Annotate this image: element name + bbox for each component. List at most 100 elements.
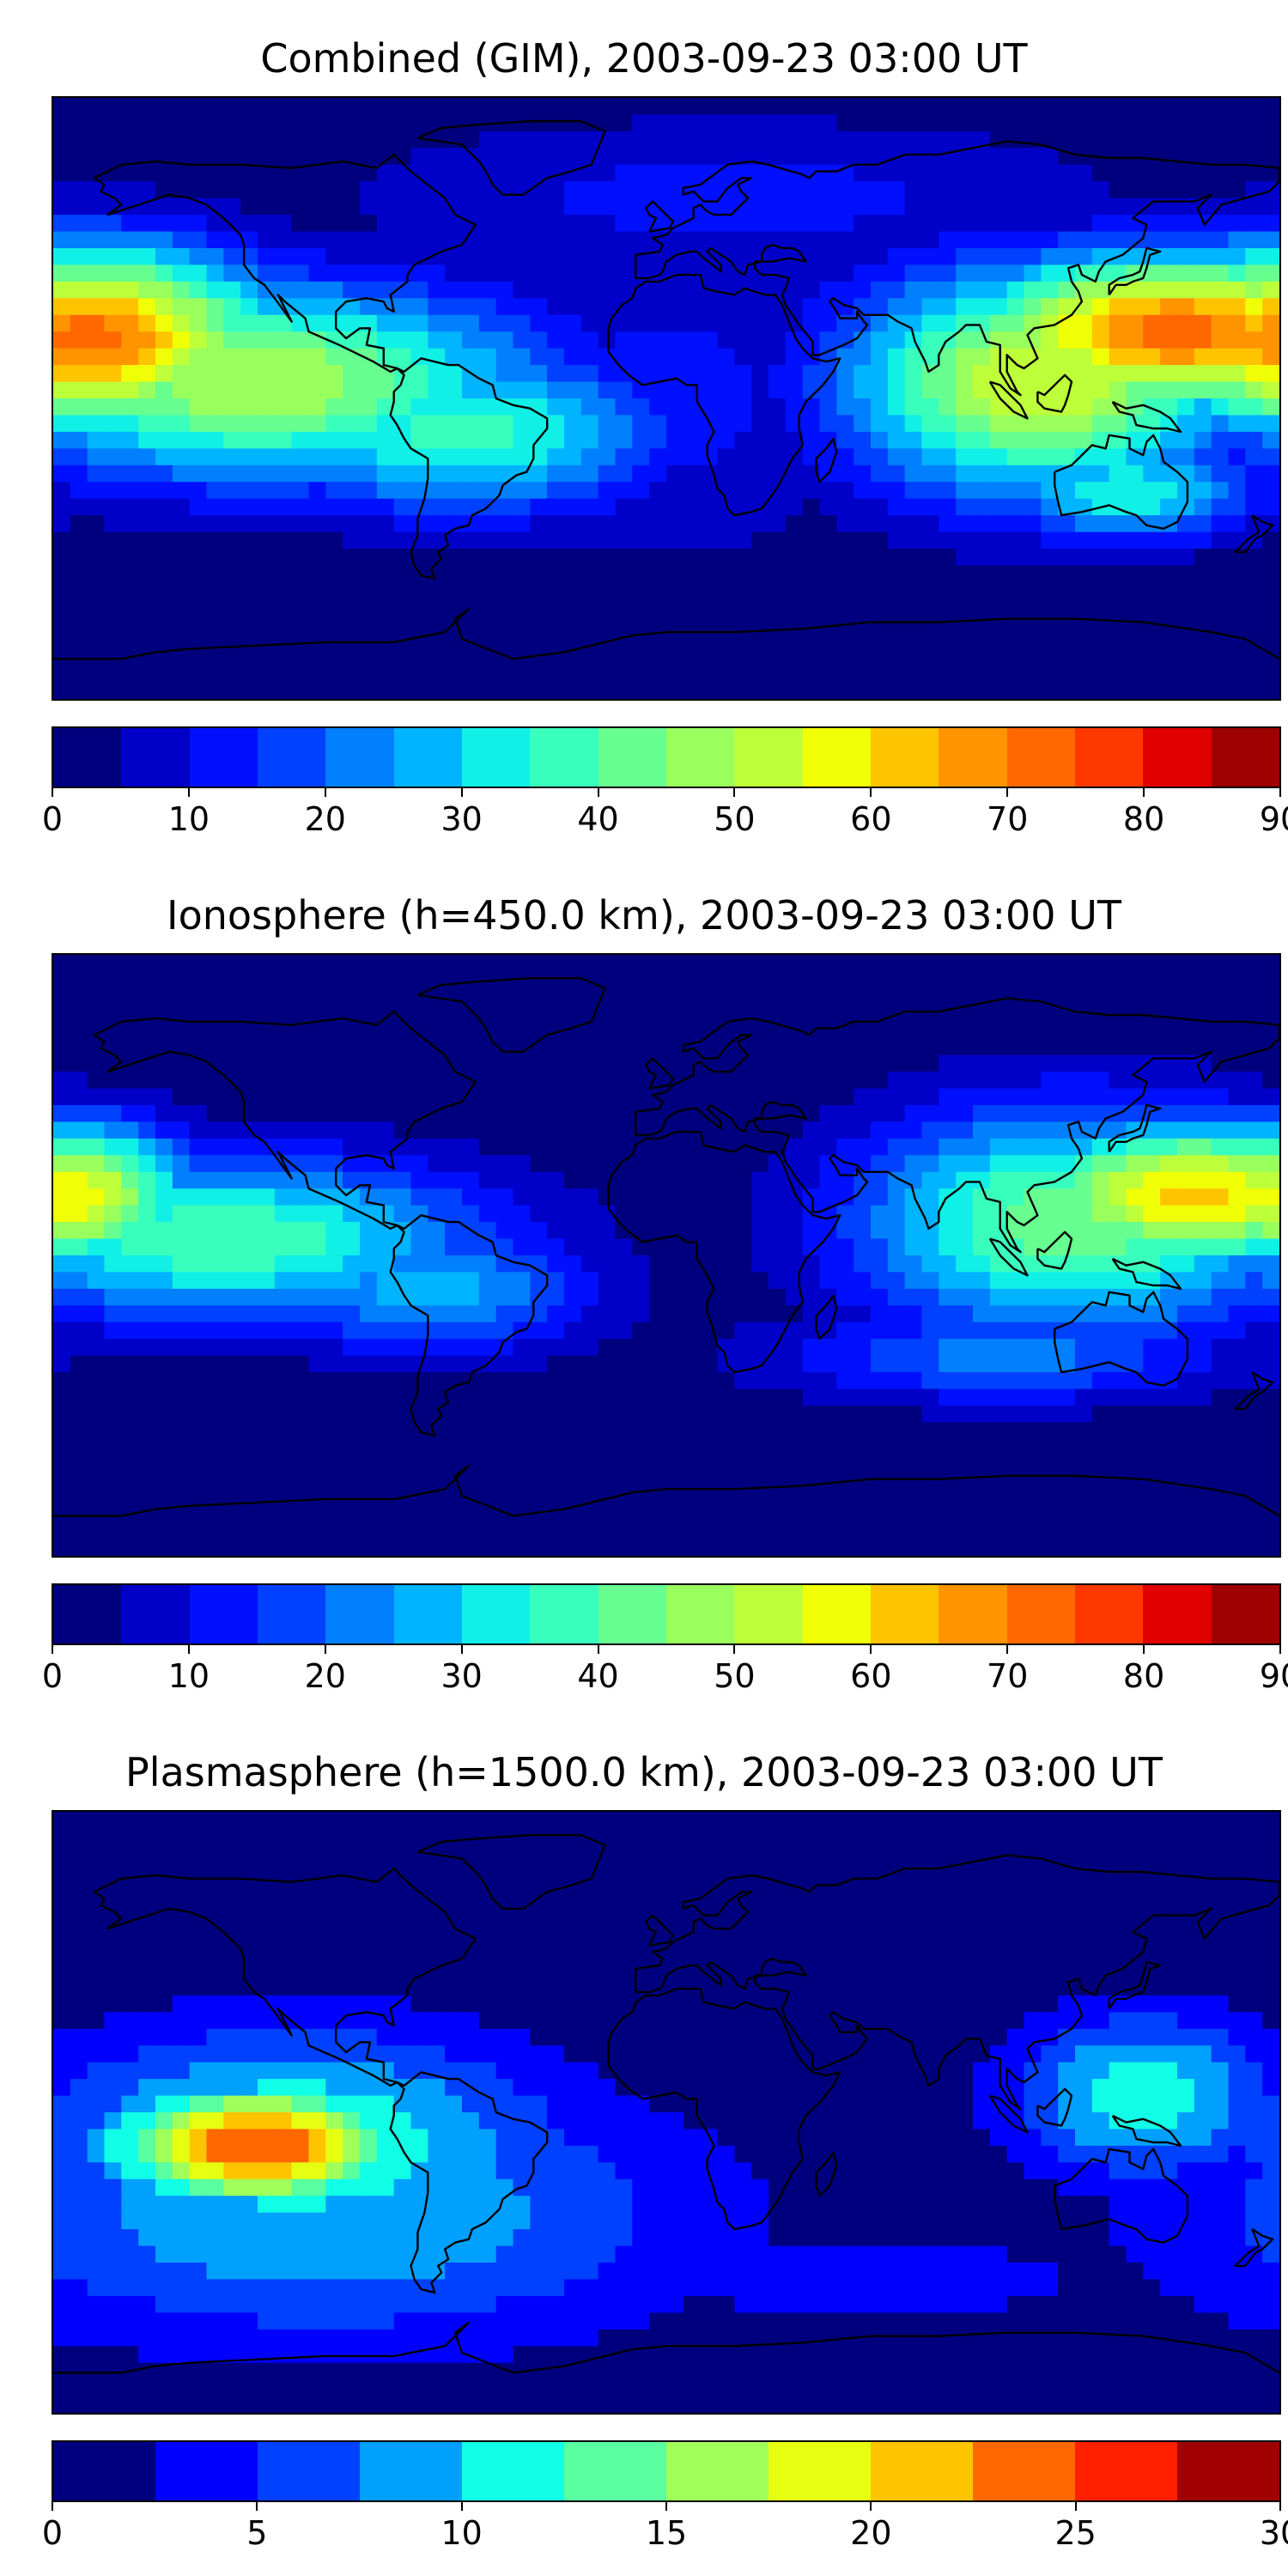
contour-cell [802,515,821,533]
contour-cell [360,215,378,233]
contour-cell [973,415,991,433]
contour-cell [530,231,548,249]
contour-cell [598,148,617,166]
contour-cell [138,682,156,699]
contour-cell [564,1288,582,1306]
contour-cell [393,482,412,500]
contour-cell [547,565,565,583]
contour-cell [939,1255,957,1273]
contour-cell [1194,648,1212,666]
contour-cell [393,131,412,149]
contour-cell [70,498,88,516]
contour-cell [666,565,684,583]
contour-cell [887,148,906,166]
contour-cell [887,498,906,516]
contour-cell [921,1088,939,1106]
contour-cell [1245,598,1263,617]
contour-cell [666,1054,684,1072]
contour-cell [189,1255,208,1273]
contour-cell [1075,971,1093,989]
contour-cell [580,1105,599,1123]
contour-cell [495,298,514,316]
contour-cell [138,331,156,349]
contour-cell [1126,1138,1144,1156]
contour-cell [121,264,139,283]
contour-cell [1177,1272,1195,1290]
contour-cell [802,549,821,567]
contour-cell [802,1272,821,1290]
contour-cell [274,1489,293,1507]
contour-cell [70,331,88,349]
contour-cell [1075,648,1093,666]
contour-cell [104,1305,122,1323]
contour-cell [819,682,837,699]
contour-cell [223,415,241,433]
contour-cell [513,1054,531,1072]
contour-cell [547,98,565,116]
contour-cell [904,682,923,699]
contour-cell [1109,987,1127,1005]
contour-cell [1194,181,1212,199]
contour-cell [343,1372,361,1390]
contour-cell [343,648,361,666]
contour-cell [700,955,719,973]
contour-cell [121,1121,139,1139]
contour-cell [530,348,548,366]
contour-cell [802,1238,821,1256]
contour-cell [956,248,974,266]
contour-cell [1006,314,1025,332]
contour-cell [564,314,582,332]
contour-cell [769,1205,787,1223]
contour-cell [155,448,173,466]
contour-cell [155,1272,173,1290]
contour-cell [240,1339,258,1357]
contour-cell [939,1005,957,1023]
contour-cell [206,1472,224,1490]
contour-cell [172,615,191,633]
contour-cell [121,955,139,973]
contour-cell [410,465,428,483]
contour-cell [854,1255,872,1273]
contour-cell [598,1005,617,1023]
contour-cell [1006,549,1025,567]
colorbar-tick [52,788,53,797]
contour-cell [360,1422,378,1440]
contour-cell [1058,1406,1076,1424]
contour-cell [632,1238,650,1256]
contour-cell [769,1038,787,1056]
contour-cell [513,581,531,599]
contour-cell [700,565,719,583]
contour-cell [121,971,139,989]
contour-cell [802,971,821,989]
contour-cell [258,1255,276,1273]
contour-cell [769,682,787,699]
contour-cell [360,632,378,650]
contour-cell [1211,1305,1230,1323]
colorbar-tick [324,788,326,797]
contour-cell [1262,1305,1279,1323]
contour-cell [871,632,889,650]
contour-cell [1143,448,1161,466]
contour-cell [1228,1072,1246,1090]
contour-cell [274,1054,293,1072]
contour-cell [887,231,906,249]
contour-cell [598,248,617,266]
contour-cell [989,1372,1008,1390]
contour-cell [172,231,191,249]
contour-cell [1126,1054,1144,1072]
contour-cell [445,398,463,416]
contour-cell [1194,549,1212,567]
contour-cell [989,131,1008,149]
contour-cell [495,1272,514,1290]
contour-cell [887,398,906,416]
contour-cell [189,1021,208,1039]
contour-cell [274,264,293,283]
contour-cell [683,648,702,666]
contour-cell [700,1422,719,1440]
contour-cell [649,298,667,316]
contour-cell [189,1155,208,1173]
contour-cell [376,114,395,132]
contour-cell [836,498,854,516]
contour-cell [785,1339,804,1357]
contour-cell [580,465,599,483]
